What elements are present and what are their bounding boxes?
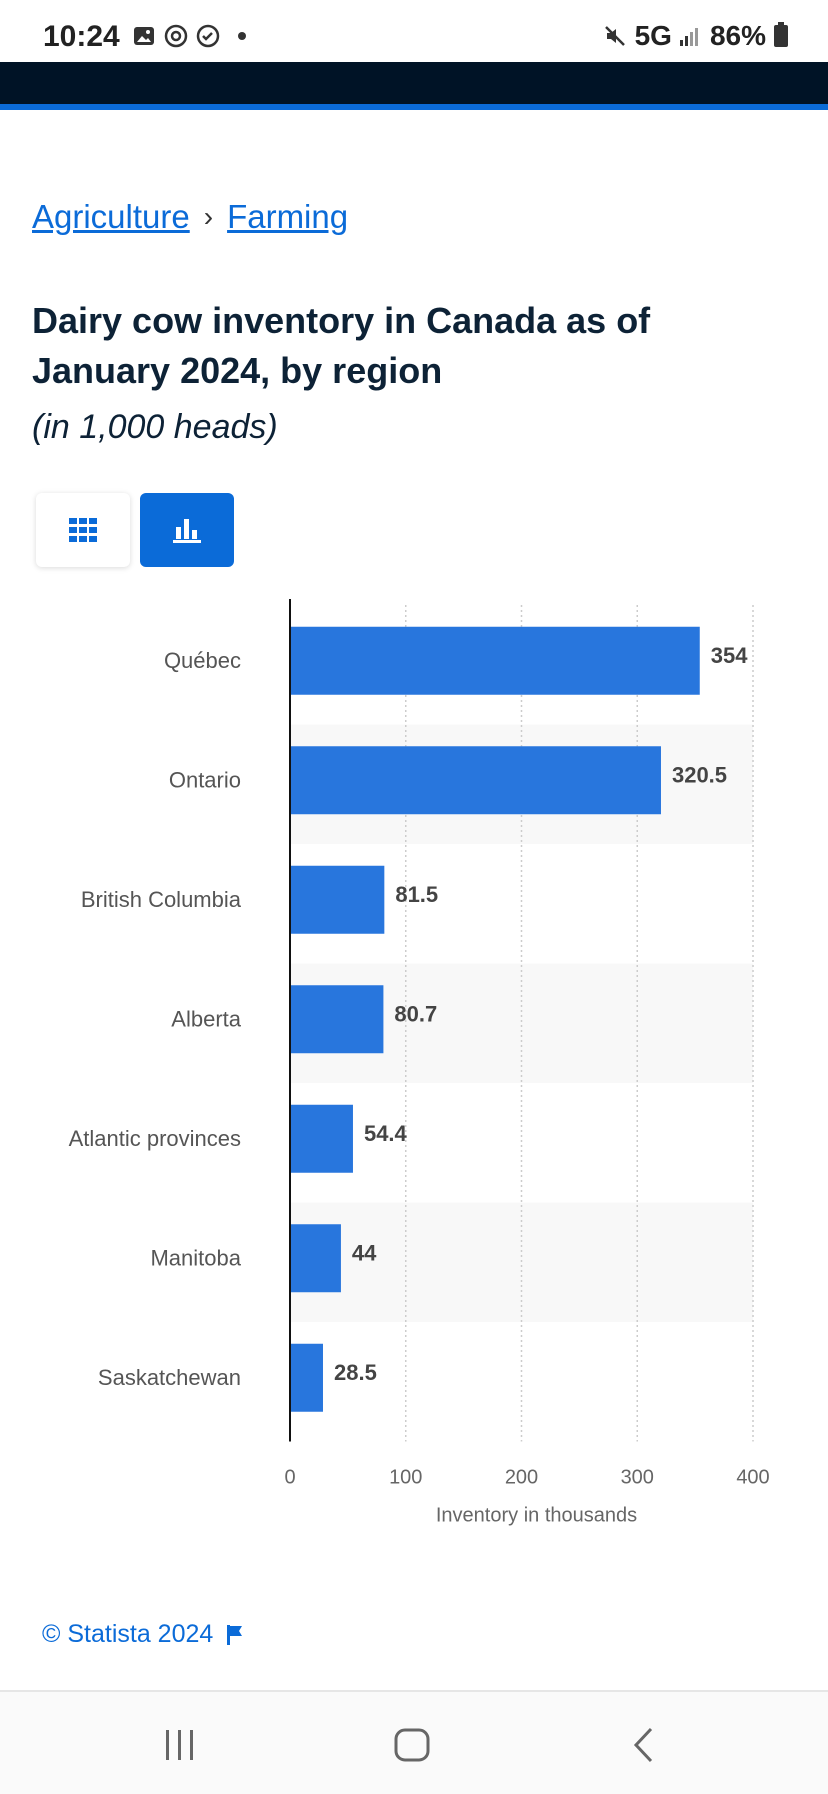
value-label: 81.5: [395, 882, 438, 907]
bar: [290, 1343, 323, 1412]
more-notifications-dot: [238, 32, 246, 40]
signal-icon: [679, 28, 698, 46]
back-button[interactable]: [614, 1720, 674, 1770]
mute-icon: [604, 26, 625, 46]
home-button[interactable]: [382, 1720, 442, 1770]
site-header-band: [0, 62, 828, 104]
bar-chart-icon: [173, 519, 201, 543]
grid-icon: [69, 518, 97, 542]
recents-icon: [166, 1730, 193, 1760]
breadcrumb: Agriculture › Farming: [32, 198, 348, 236]
bar: [290, 626, 700, 695]
gallery-icon: [134, 27, 154, 45]
x-axis-title: Inventory in thousands: [436, 1505, 637, 1527]
x-tick-label: 100: [389, 1467, 422, 1489]
bar: [290, 1224, 341, 1293]
home-icon: [394, 1728, 430, 1762]
status-right: 5G 86%: [603, 20, 788, 52]
battery-level: 86%: [709, 20, 766, 51]
credit-text: © Statista 2024: [42, 1620, 214, 1648]
header-accent-line: [0, 104, 828, 110]
status-time: 10:24: [43, 20, 120, 53]
notification-icons: [132, 24, 246, 48]
chart-view-button[interactable]: [140, 493, 234, 567]
value-label: 354: [711, 643, 748, 668]
value-label: 54.4: [364, 1121, 408, 1146]
x-tick-label: 200: [505, 1467, 538, 1489]
system-nav-bar: [0, 1692, 828, 1794]
x-tick-label: 0: [284, 1467, 295, 1489]
breadcrumb-separator: ›: [203, 201, 214, 232]
back-icon: [633, 1727, 653, 1763]
category-label: Ontario: [169, 767, 241, 792]
value-label: 80.7: [394, 1001, 437, 1026]
category-label: Saskatchewan: [98, 1365, 241, 1390]
page-title: Dairy cow inventory in Canada as of Janu…: [32, 300, 651, 391]
bar: [290, 746, 661, 815]
category-label: Québec: [164, 648, 241, 673]
battery-icon: [774, 22, 788, 47]
bar: [290, 1104, 353, 1173]
breadcrumb-agriculture[interactable]: Agriculture: [32, 198, 190, 235]
x-tick-label: 400: [736, 1467, 769, 1489]
value-label: 44: [352, 1240, 377, 1265]
category-label: Atlantic provinces: [69, 1126, 241, 1151]
check-circle-icon: [196, 24, 220, 48]
x-tick-label: 300: [621, 1467, 654, 1489]
footer-divider: [0, 1690, 828, 1692]
value-label: 320.5: [672, 762, 727, 787]
table-view-button[interactable]: [36, 493, 130, 567]
bar: [290, 865, 385, 934]
recent-apps-button[interactable]: [150, 1720, 210, 1770]
flag-icon: [227, 1624, 243, 1645]
status-bar: 10:24 5G 86%: [0, 0, 828, 62]
statista-credit-link[interactable]: © Statista 2024: [42, 1620, 243, 1649]
network-type: 5G: [634, 20, 672, 51]
category-label: British Columbia: [81, 887, 242, 912]
chart-svg: 0 100 200 300 400 Québec 354 Ontario 320.5 Britis…: [69, 599, 770, 1527]
category-label: Manitoba: [150, 1245, 241, 1270]
breadcrumb-farming[interactable]: Farming: [227, 198, 349, 235]
value-label: 28.5: [334, 1360, 377, 1385]
bar: [290, 985, 384, 1054]
row-band: [290, 1202, 753, 1322]
category-label: Alberta: [171, 1006, 241, 1031]
page-subtitle: (in 1,000 heads): [32, 408, 278, 446]
bar-chart: 0 100 200 300 400 Québec 354 Ontario 320.5 Britis…: [0, 595, 828, 1545]
sync-icon: [164, 24, 188, 48]
